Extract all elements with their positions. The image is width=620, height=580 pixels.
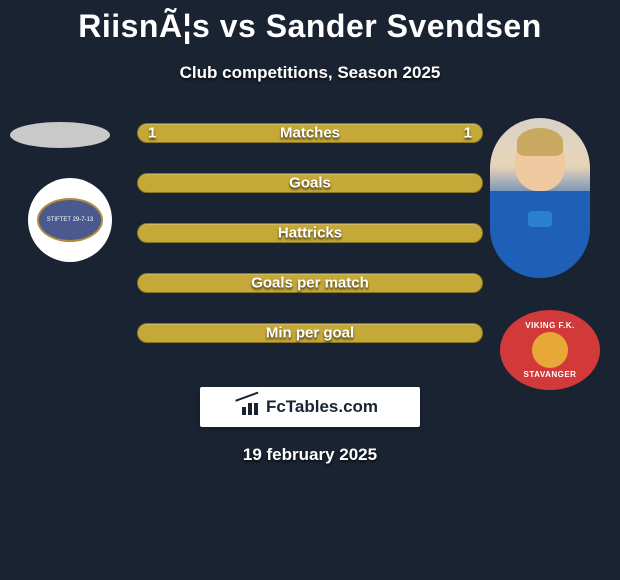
stat-row-goals-per-match: Goals per match [137, 273, 483, 297]
watermark-text: FcTables.com [242, 397, 378, 417]
club-right-top-text: VIKING F.K. [525, 321, 575, 330]
stat-bar: Hattricks [137, 223, 483, 243]
player-jersey [490, 191, 590, 278]
watermark-badge: FcTables.com [200, 387, 420, 427]
subtitle: Club competitions, Season 2025 [0, 63, 620, 83]
stat-label: Goals per match [251, 275, 369, 292]
player-left-placeholder [10, 122, 110, 148]
stat-bar: 1 Matches 1 [137, 123, 483, 143]
watermark-label: FcTables.com [266, 397, 378, 417]
stat-bar: Goals [137, 173, 483, 193]
stat-left-value: 1 [148, 125, 156, 142]
stat-bar: Goals per match [137, 273, 483, 293]
jersey-crest [528, 211, 552, 227]
stat-row-goals: Goals [137, 173, 483, 197]
date-text: 19 february 2025 [0, 445, 620, 465]
club-right-center-icon [532, 332, 568, 368]
chart-icon [242, 399, 262, 415]
stat-label: Goals [289, 175, 331, 192]
club-badge-left: STIFTET 29-7-13 [28, 178, 112, 262]
stat-right-value: 1 [464, 125, 472, 142]
club-badge-left-text: STIFTET 29-7-13 [47, 217, 94, 224]
stat-row-matches: 1 Matches 1 [137, 123, 483, 147]
player-right-photo [490, 118, 590, 278]
club-badge-left-inner: STIFTET 29-7-13 [37, 198, 103, 242]
stat-label: Min per goal [266, 325, 354, 342]
stat-row-min-per-goal: Min per goal [137, 323, 483, 347]
player-hair [517, 128, 563, 156]
stat-bar: Min per goal [137, 323, 483, 343]
club-right-bottom-text: STAVANGER [524, 370, 577, 379]
stat-row-hattricks: Hattricks [137, 223, 483, 247]
stat-label: Matches [280, 125, 340, 142]
club-badge-right: VIKING F.K. STAVANGER [500, 310, 600, 390]
stat-label: Hattricks [278, 225, 342, 242]
page-title: RiisnÃ¦s vs Sander Svendsen [0, 0, 620, 45]
player-head [515, 136, 565, 191]
